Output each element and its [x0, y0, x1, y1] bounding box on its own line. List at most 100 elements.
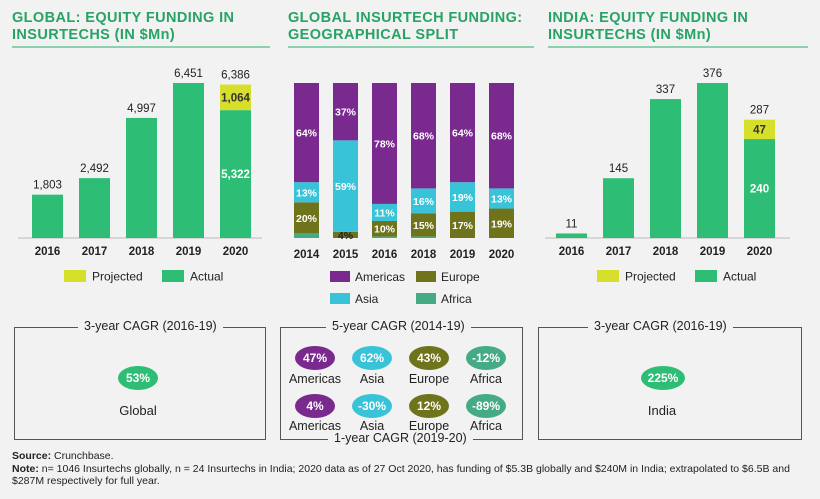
geo-cagr-row2-region-americas: Americas [288, 419, 342, 433]
geo-label-europe-2018: 15% [413, 220, 435, 232]
global-total-label-2020: 6,386 [221, 70, 250, 82]
geo-tick-2016: 2016 [372, 249, 398, 261]
geo-legend-americas-swatch [330, 271, 350, 282]
geo-label-asia-2019: 19% [452, 192, 474, 204]
geo-cagr-bottom-label: 1-year CAGR (2019-20) [328, 431, 473, 445]
india-bar-actual-2018 [650, 99, 681, 239]
geo-label-americas-2016: 78% [374, 138, 396, 150]
geo-label-asia-2015: 59% [335, 181, 357, 193]
geo-cagr-row1-region-europe: Europe [408, 372, 450, 386]
geo-legend-americas-label: Americas [355, 270, 405, 284]
geo-label-americas-2015: 37% [335, 107, 357, 119]
india-tick-2019: 2019 [700, 246, 726, 258]
global-bar-actual-2019 [173, 83, 204, 238]
geo-cagr-row2-bubble-americas: 4% [295, 394, 335, 418]
global-bar-actual-2018 [126, 117, 157, 238]
india-legend-actual-swatch [695, 270, 717, 282]
geo-legend-europe-label: Europe [441, 270, 480, 284]
note-text: n= 1046 Insurtechs globally, n = 24 Insu… [12, 462, 790, 488]
geo-bar-africa-2014 [294, 233, 319, 238]
global-tick-2018: 2018 [129, 246, 155, 258]
source-label: Source: [12, 450, 52, 462]
india-total-label-2017: 145 [609, 163, 628, 175]
geo-cagr-row1-region-americas: Americas [288, 372, 342, 386]
geo-legend-africa-swatch [416, 293, 436, 304]
geo-bar-americas-2020 [489, 83, 514, 189]
india-chart-title: INDIA: EQUITY FUNDING IN INSURTECHS (IN … [548, 10, 749, 43]
geo-cagr-row2-region-europe: Europe [408, 419, 450, 433]
geo-bar-americas-2015 [333, 83, 358, 141]
geo-label-americas-2019: 64% [452, 128, 474, 140]
india-bar-actual-2016 [556, 233, 587, 238]
global-total-label-2018: 4,997 [127, 103, 156, 115]
india-bar-projected-2020 [744, 119, 775, 140]
global-tick-2016: 2016 [35, 246, 61, 258]
global-tick-2020: 2020 [223, 246, 249, 258]
geo-label-americas-2020: 68% [491, 131, 513, 143]
source-line: Source: Crunchbase. [12, 450, 812, 463]
geo-label-asia-2018: 16% [413, 196, 435, 208]
global-bar-actual-2020 [220, 110, 251, 238]
india-tick-2018: 2018 [653, 246, 679, 258]
geo-bar-africa-2016 [372, 236, 397, 238]
global-total-label-2017: 2,492 [80, 163, 109, 175]
global-legend-projected-label: Projected [92, 270, 143, 284]
geo-bar-europe-2015 [333, 231, 358, 238]
global-actual-label-2020: 5,322 [221, 169, 250, 181]
india-cagr-bubble: 225% [641, 366, 685, 390]
geo-bar-americas-2014 [294, 83, 319, 183]
geo-bar-europe-2014 [294, 202, 319, 234]
geo-bar-americas-2018 [411, 83, 436, 189]
india-actual-label-2020: 240 [750, 184, 769, 196]
geo-bar-europe-2020 [489, 208, 514, 238]
geo-tick-2015: 2015 [333, 249, 359, 261]
global-bar-actual-2017 [79, 178, 110, 238]
geo-bar-africa-2018 [411, 236, 436, 238]
geo-cagr-row1-region-asia: Asia [359, 372, 385, 386]
geo-label-americas-2014: 64% [296, 128, 318, 140]
geo-label-europe-2019: 17% [452, 220, 474, 232]
geo-cagr-row1-bubble-americas: 47% [295, 346, 335, 370]
geo-tick-2018: 2018 [411, 249, 437, 261]
india-total-label-2018: 337 [656, 84, 675, 96]
india-bar-actual-2017 [603, 178, 634, 238]
geo-bar-europe-2016 [372, 220, 397, 237]
geo-bar-europe-2018 [411, 213, 436, 237]
geo-label-europe-2020: 19% [491, 218, 513, 230]
geo-cagr-row1-bubble-asia: 62% [352, 346, 392, 370]
india-tick-2017: 2017 [606, 246, 632, 258]
india-bar-actual-2020 [744, 139, 775, 238]
footnote: Source: Crunchbase. Note: n= 1046 Insurt… [12, 450, 812, 488]
geo-label-americas-2018: 68% [413, 131, 435, 143]
geo-cagr-top-label: 5-year CAGR (2014-19) [326, 319, 471, 333]
geo-bar-asia-2015 [333, 140, 358, 232]
geo-title-underline [288, 46, 534, 48]
geo-bar-asia-2014 [294, 182, 319, 203]
global-legend-actual-swatch [162, 270, 184, 282]
geo-bar-americas-2016 [372, 83, 397, 204]
geo-cagr-row2-bubble-asia: -30% [352, 394, 392, 418]
geo-label-asia-2016: 11% [374, 207, 395, 219]
global-cagr-bubble: 53% [118, 366, 158, 390]
geo-bar-europe-2019 [450, 211, 475, 238]
global-cagr-name: Global [119, 403, 157, 418]
geo-cagr-row2-region-asia: Asia [359, 419, 385, 433]
india-total-label-2019: 376 [703, 68, 722, 80]
global-total-label-2019: 6,451 [174, 68, 203, 80]
geo-tick-2020: 2020 [489, 249, 515, 261]
india-bar-actual-2019 [697, 83, 728, 238]
geo-bar-asia-2020 [489, 188, 514, 209]
india-total-label-2016: 11 [566, 218, 578, 230]
geo-cagr-row1-bubble-europe: 43% [409, 346, 449, 370]
india-projected-label-2020: 47 [753, 124, 766, 136]
geo-bar-americas-2019 [450, 83, 475, 183]
global-title-underline [12, 46, 270, 48]
source-text: Crunchbase. [51, 450, 114, 462]
global-tick-2017: 2017 [82, 246, 108, 258]
global-chart-title: GLOBAL: EQUITY FUNDING IN INSURTECHS (IN… [12, 10, 235, 43]
global-legend-actual-label: Actual [190, 270, 223, 284]
india-total-label-2020: 287 [750, 105, 769, 117]
global-bar-projected-2020 [220, 84, 251, 111]
india-cagr-name: India [647, 403, 677, 418]
global-tick-2019: 2019 [176, 246, 202, 258]
